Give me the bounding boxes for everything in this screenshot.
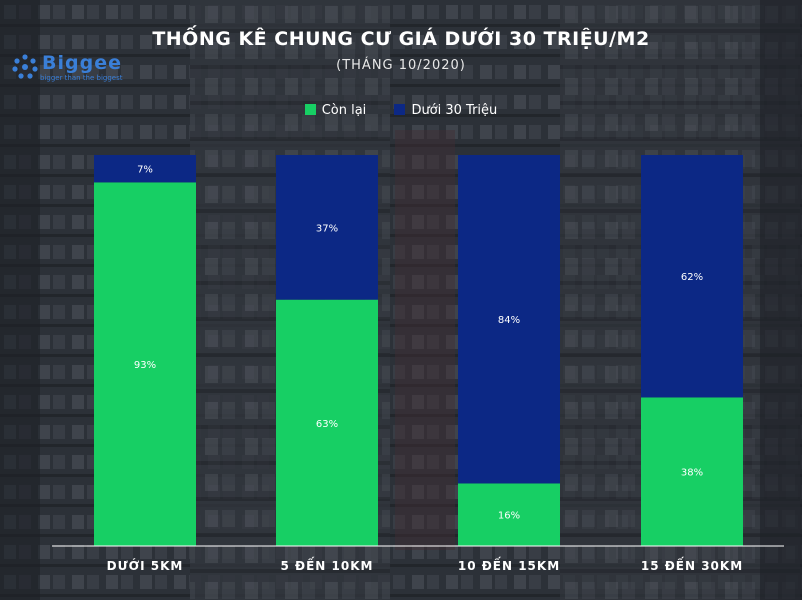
bar-segment-duoi-30-trieu-1 bbox=[276, 155, 378, 300]
category-label-3: 15 ĐẾN 30KM bbox=[641, 557, 743, 573]
bar-segment-con-lai-1 bbox=[276, 299, 378, 546]
data-label-duoi-30-trieu-3: 62% bbox=[681, 272, 703, 283]
logo-dots-icon bbox=[12, 54, 38, 79]
data-label-duoi-30-trieu-1: 37% bbox=[316, 223, 338, 234]
logo-tagline: bigger than the biggest bbox=[40, 74, 123, 82]
category-label-1: 5 ĐẾN 10KM bbox=[281, 557, 374, 573]
bar-segment-duoi-30-trieu-2 bbox=[458, 155, 560, 484]
category-label-0: DƯỚI 5KM bbox=[107, 558, 184, 573]
brand-logo: Biggee bigger than the biggest bbox=[10, 52, 160, 88]
data-label-con-lai-0: 93% bbox=[134, 360, 156, 371]
data-label-con-lai-3: 38% bbox=[681, 468, 703, 479]
bar-segment-duoi-30-trieu-0 bbox=[94, 155, 196, 183]
legend-label-con-lai: Còn lại bbox=[321, 103, 367, 118]
legend-label-duoi-30-trieu: Dưới 30 Triệu bbox=[411, 103, 498, 118]
data-label-duoi-30-trieu-2: 84% bbox=[498, 315, 520, 326]
data-label-con-lai-2: 16% bbox=[498, 511, 520, 522]
category-label-2: 10 ĐẾN 15KM bbox=[458, 557, 560, 573]
bar-segment-con-lai-2 bbox=[458, 483, 560, 546]
data-label-duoi-30-trieu-0: 7% bbox=[137, 165, 153, 176]
bar-segment-duoi-30-trieu-3 bbox=[641, 155, 743, 398]
legend-item-con-lai: Còn lại bbox=[304, 103, 367, 118]
chart-legend: Còn lại Dưới 30 Triệu bbox=[0, 103, 802, 121]
bar-segment-con-lai-3 bbox=[641, 397, 743, 546]
chart-subtitle: (THÁNG 10/2020) bbox=[336, 58, 466, 73]
data-label-con-lai-1: 63% bbox=[316, 419, 338, 430]
legend-swatch-duoi-30-trieu bbox=[394, 104, 406, 115]
legend-swatch-con-lai bbox=[304, 104, 316, 115]
logo-wordmark: Biggee bbox=[42, 52, 122, 74]
chart-title: THỐNG KÊ CHUNG CƯ GIÁ DƯỚI 30 TRIỆU/M2 bbox=[152, 28, 650, 50]
bar-segment-con-lai-0 bbox=[94, 182, 196, 546]
legend-item-duoi-30-trieu: Dưới 30 Triệu bbox=[394, 103, 497, 118]
